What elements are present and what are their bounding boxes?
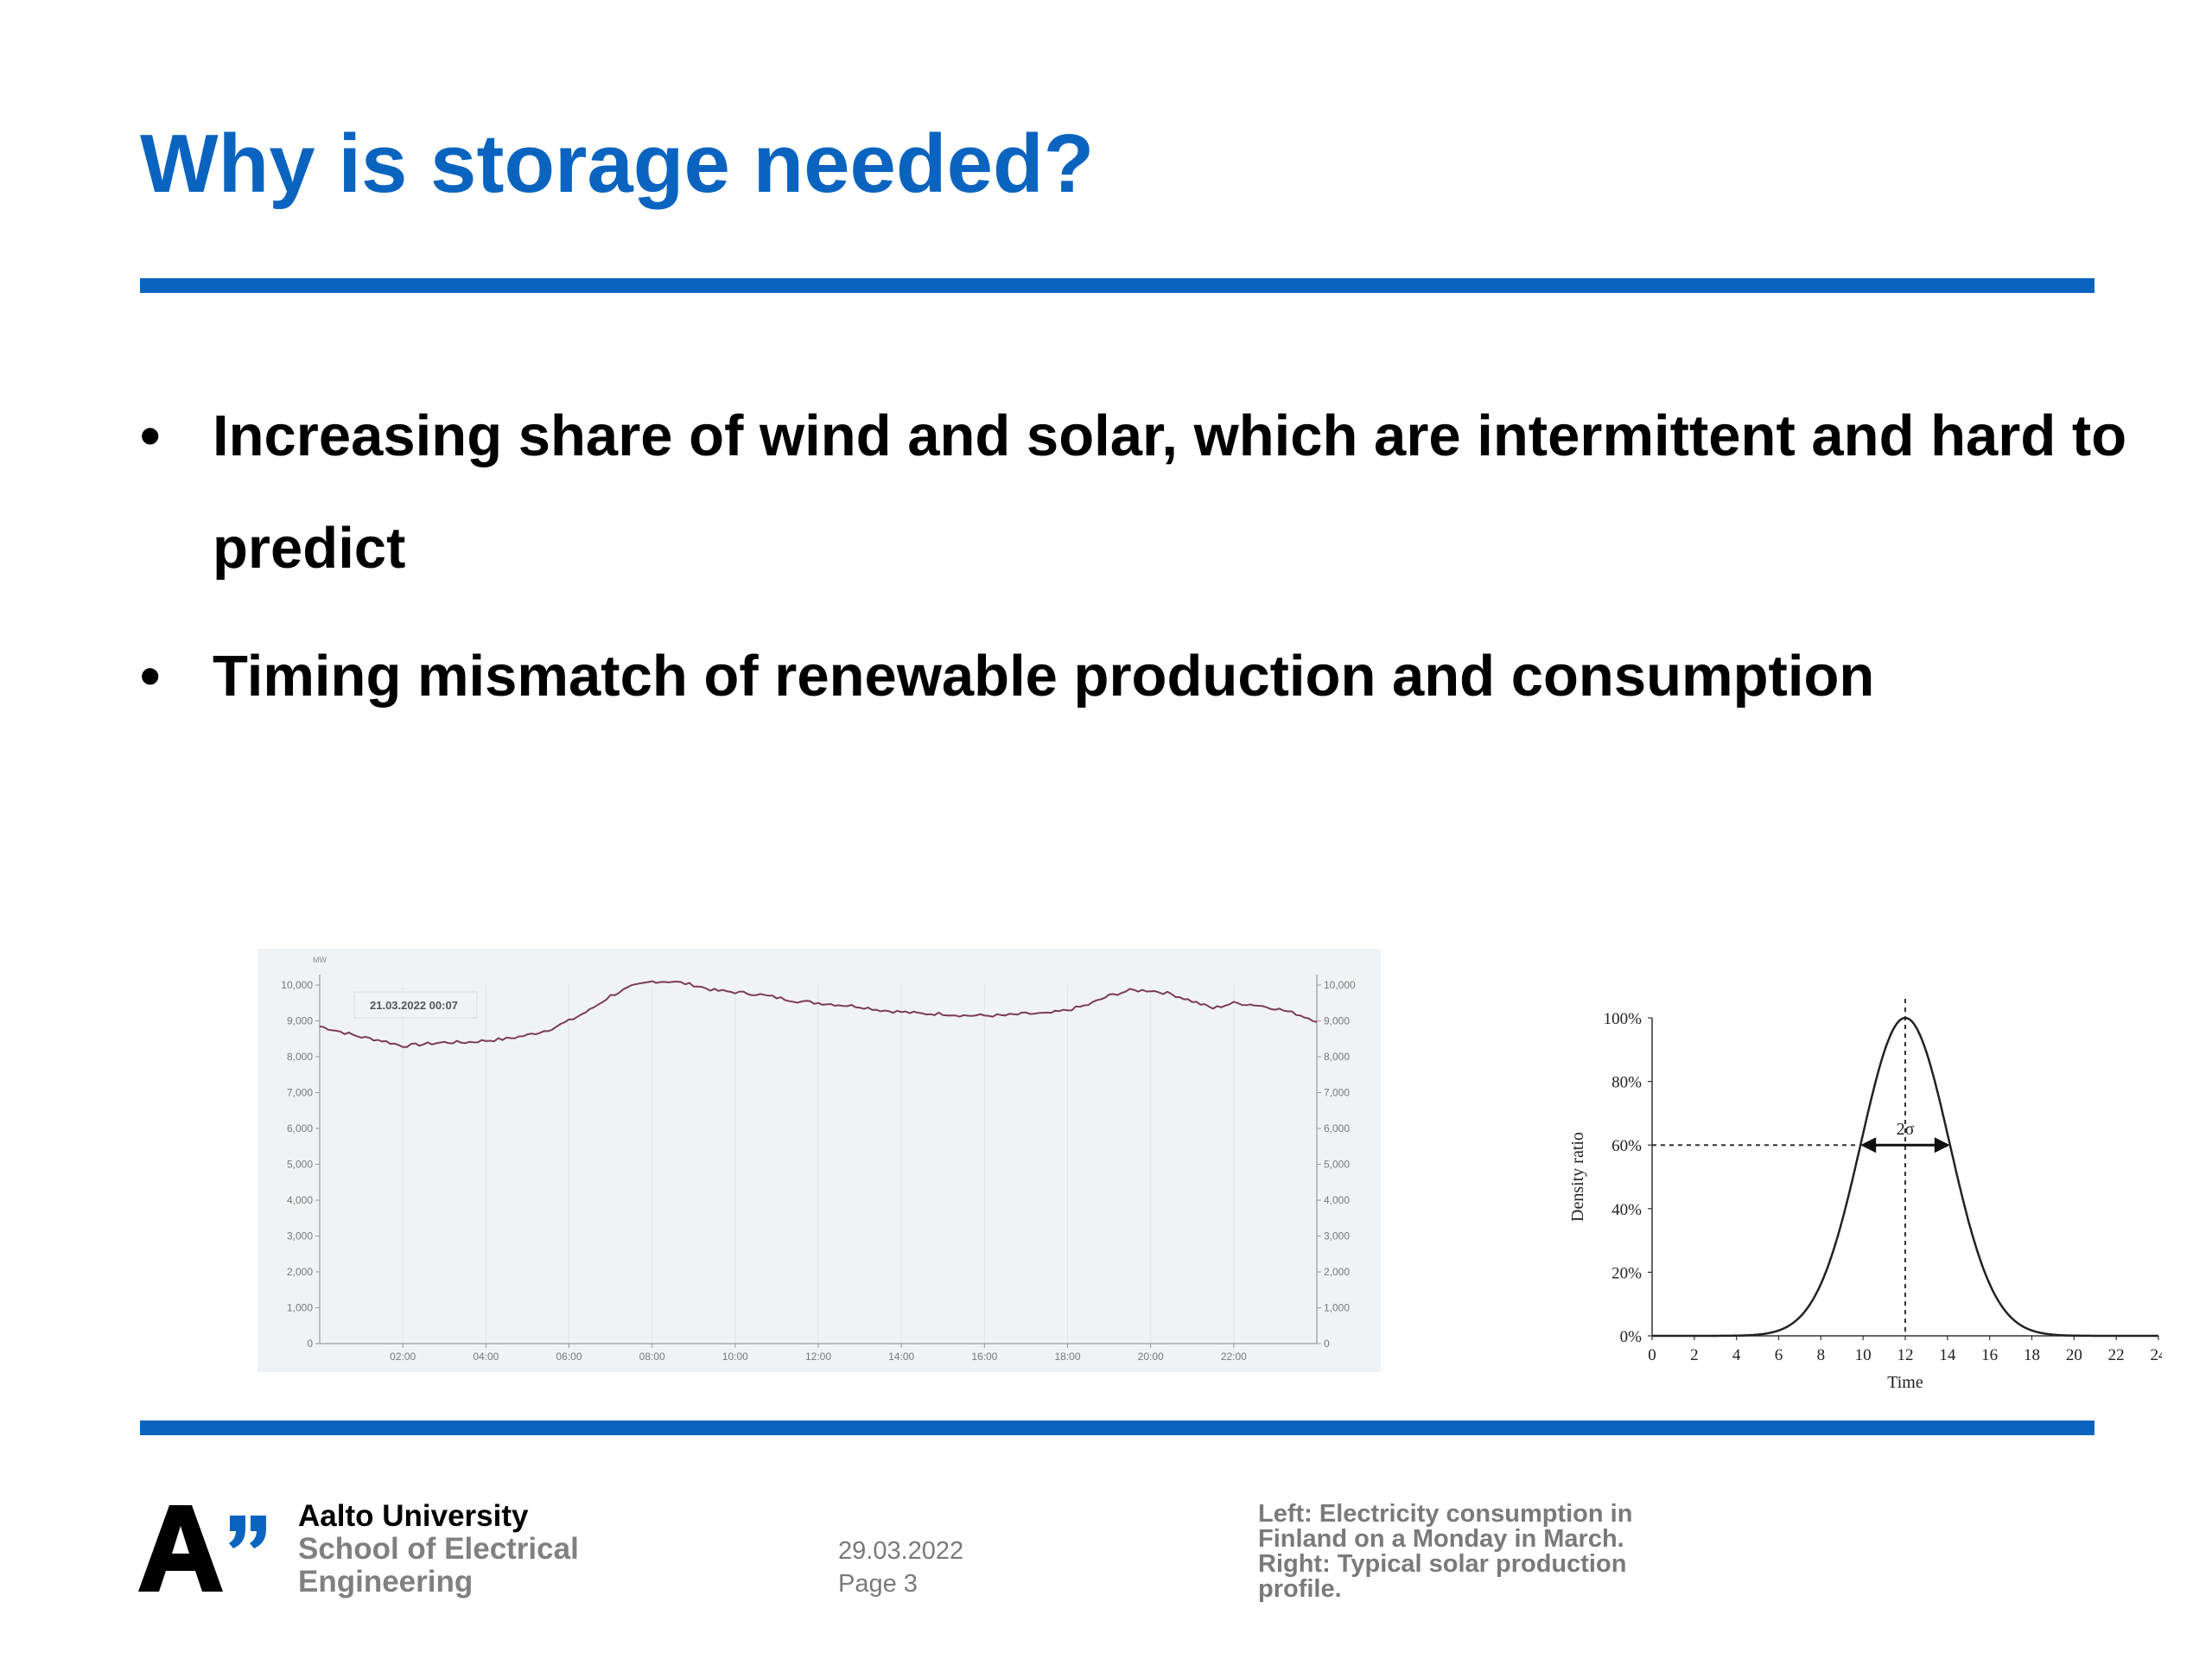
y-tick-label-right: 6,000 [1324,1122,1350,1135]
x-tick-label: 0 [1648,1346,1656,1364]
y-tick-label: 100% [1604,1010,1643,1028]
x-tick-label: 20:00 [1138,1351,1164,1363]
x-tick-label: 04:00 [473,1351,499,1363]
x-tick-label: 14:00 [888,1351,914,1363]
x-tick-label: 12:00 [805,1351,831,1363]
y-tick-label-right: 0 [1324,1338,1330,1350]
bullet-dot-icon: • [140,644,161,709]
footer-date-block: 29.03.2022 Page 3 [838,1535,963,1600]
bullet-item: • Timing mismatch of renewable productio… [140,620,2127,733]
timestamp-label: 21.03.2022 00:07 [370,999,458,1012]
x-tick-label: 22:00 [1221,1351,1247,1363]
timestamp-box [353,991,478,1019]
x-tick-label: 20 [2066,1346,2082,1364]
x-tick-label: 02:00 [390,1351,416,1363]
x-tick-label: 12 [1897,1346,1914,1364]
bullet-text: Increasing share of wind and solar, whic… [213,404,2127,581]
university-name: Aalto University [298,1499,529,1533]
school-name-line1: School of Electrical [298,1532,579,1566]
y-tick-label: 40% [1611,1201,1642,1219]
x-tick-label: 06:00 [556,1351,582,1363]
footer-date: 29.03.2022 [838,1537,964,1565]
y-axis-label: Density ratio [1568,1132,1587,1222]
y-tick-label: 0 [307,1338,313,1350]
arrow-right-head-icon [1934,1137,1950,1154]
y-tick-label: 5,000 [287,1159,313,1171]
y-tick-label: 80% [1611,1074,1642,1092]
solar-density-curve [1652,1016,2158,1338]
y-tick-label: 4,000 [287,1194,313,1206]
consumption-chart: 02:00 04:00 06:00 08:00 10:00 12:00 14:00 16:00… [257,949,1381,1372]
x-tick-label: 08:00 [639,1351,665,1363]
y-tick-label-right: 3,000 [1324,1230,1350,1243]
aalto-logo-icon [138,1505,266,1592]
chart-background [257,949,1381,1372]
y-tick-label-right: 4,000 [1324,1194,1350,1206]
x-tick-label: 18:00 [1054,1351,1080,1363]
two-sigma-annotation: 2σ [1897,1120,1915,1139]
bullet-dot-icon: • [140,404,161,468]
y-tick-label: 0% [1620,1328,1643,1346]
y-tick-label: 8,000 [287,1051,313,1063]
top-divider [140,278,2094,293]
school-name-line2: Engineering [298,1565,474,1599]
bottom-divider [140,1421,2094,1435]
x-tick-label: 22 [2108,1346,2125,1364]
y-tick-label-right: 7,000 [1324,1087,1350,1099]
y-tick-label-right: 9,000 [1324,1015,1350,1027]
arrow-left-head-icon [1860,1137,1877,1154]
solar-profile-chart: 0246810121416182022240%20%40%60%80%100% … [1568,999,2163,1388]
x-tick-label: 16:00 [971,1351,997,1363]
y-tick-label: 7,000 [287,1087,313,1099]
x-tick-label: 6 [1775,1346,1783,1364]
x-axis-label: Time [1887,1373,1923,1388]
x-tick-label: 14 [1939,1346,1956,1364]
x-tick-label: 10 [1855,1346,1872,1364]
y-tick-label-right: 5,000 [1324,1159,1350,1171]
y-tick-label: 10,000 [281,979,313,991]
bullet-list: • Increasing share of wind and solar, wh… [140,380,2127,733]
y-tick-label: 60% [1611,1137,1642,1155]
consumption-series-line [319,980,1318,1048]
y-tick-label-right: 2,000 [1324,1266,1350,1278]
x-tick-label: 24 [2151,1346,2163,1364]
y-tick-label: 9,000 [287,1015,313,1027]
figure-caption: Left: Electricity consumption in Finland… [1258,1500,1633,1603]
university-block: Aalto University School of Electrical En… [298,1500,579,1599]
x-tick-label: 4 [1732,1346,1741,1364]
x-tick-label: 18 [2024,1346,2040,1364]
y-tick-label: 3,000 [287,1230,313,1243]
y-tick-label-right: 1,000 [1324,1302,1350,1314]
y-tick-label: 2,000 [287,1266,313,1278]
page-number: Page 3 [838,1570,918,1598]
y-tick-label-right: 10,000 [1324,979,1356,991]
y-tick-label: 1,000 [287,1302,313,1314]
x-tick-label: 10:00 [722,1351,748,1363]
x-tick-label: 8 [1817,1346,1826,1364]
y-tick-label: 6,000 [287,1122,313,1135]
x-tick-label: 16 [1981,1346,1998,1364]
y-tick-label-right: 8,000 [1324,1051,1350,1063]
y-tick-label: 20% [1611,1264,1642,1282]
bullet-item: • Increasing share of wind and solar, wh… [140,380,2127,605]
x-tick-label: 2 [1690,1346,1699,1364]
slide-title: Why is storage needed? [140,118,1095,210]
unit-label: MW [313,956,327,964]
bullet-text: Timing mismatch of renewable production … [213,644,1875,709]
